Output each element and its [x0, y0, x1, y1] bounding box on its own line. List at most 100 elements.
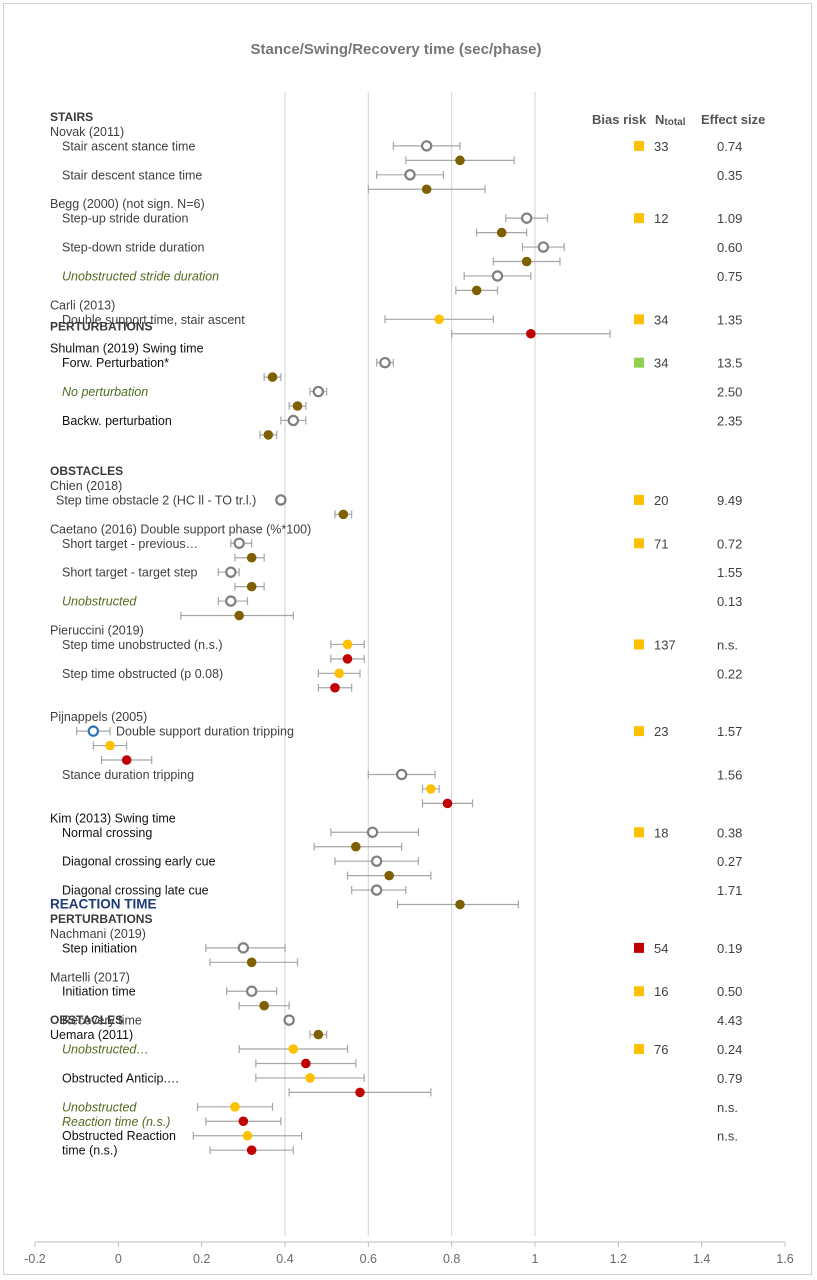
x-tick-label: -0.2	[24, 1252, 46, 1266]
row-labels: STAIRS PERTURBATIONS OBSTACLES REACTION TIM…	[50, 110, 311, 1158]
section-header: STAIRS	[50, 110, 93, 124]
effect-size-value: 9.49	[717, 493, 742, 508]
row-label: Stair descent stance time	[62, 168, 202, 182]
ntotal-value: 71	[654, 536, 668, 551]
effect-size-value: 1.09	[717, 211, 742, 226]
effect-size-value: 1.35	[717, 312, 742, 327]
row-label: Reaction time (n.s.)	[62, 1115, 170, 1129]
ntotal-value: 54	[654, 941, 668, 956]
x-tick-label: 1	[532, 1252, 539, 1266]
open-marker	[283, 1014, 295, 1026]
row-label: Obstructed Reaction	[62, 1129, 176, 1143]
ntotal-value: 23	[654, 724, 668, 739]
open-marker	[395, 768, 408, 781]
filled-marker	[471, 285, 482, 296]
ntotal-value: 20	[654, 493, 668, 508]
row-label: Recovery time	[62, 1014, 142, 1028]
effect-size-value: n.s.	[717, 1100, 738, 1115]
effect-size-value: 0.13	[717, 594, 742, 609]
ntotal-value: 34	[654, 312, 668, 327]
filled-marker	[242, 1130, 253, 1141]
open-marker	[520, 212, 533, 224]
section-header: PERTURBATIONS	[50, 912, 152, 926]
filled-marker	[288, 1044, 299, 1054]
section-header: OBSTACLES	[50, 1013, 123, 1027]
x-tick-label: 1.4	[693, 1252, 710, 1266]
x-tick-label: 0	[115, 1252, 122, 1266]
ntotal-value: 137	[654, 637, 676, 652]
row-label: Initiation time	[62, 985, 136, 999]
filled-marker	[338, 509, 349, 520]
effect-size-value: 2.50	[717, 385, 742, 400]
filled-marker	[334, 668, 344, 679]
x-axis: -0.2 0 0.2 0.4 0.6 0.8 1 1.2 1.4 1.6	[24, 1241, 794, 1266]
bias-risk-square	[634, 986, 644, 997]
open-marker	[233, 537, 245, 549]
row-label: Step-down stride duration	[62, 241, 204, 255]
x-tick-label: 1.6	[776, 1252, 793, 1266]
open-marker	[491, 270, 504, 282]
open-marker	[275, 494, 287, 506]
row-label: Nachmani (2019)	[50, 927, 146, 941]
filled-marker	[246, 1145, 257, 1155]
row-label: Obstructed Anticip.…	[62, 1071, 179, 1085]
x-tick-label: 1.2	[610, 1252, 627, 1266]
effect-size-value: 0.50	[717, 984, 742, 999]
filled-marker	[351, 841, 361, 852]
bias-risk-header: Bias risk	[592, 112, 647, 127]
data-markers	[87, 140, 550, 1155]
effect-size-value: n.s.	[717, 637, 738, 652]
open-marker	[287, 414, 300, 427]
effect-size-value: 0.19	[717, 941, 742, 956]
chart-frame	[3, 3, 812, 1275]
effect-size-value: n.s.	[717, 1129, 738, 1144]
effect-size-value: 0.35	[717, 168, 742, 183]
filled-marker	[455, 899, 465, 910]
row-label: Short target - target step	[62, 566, 198, 580]
effect-size-value: 0.22	[717, 666, 742, 681]
row-label: Forw. Perturbation*	[62, 356, 169, 370]
x-tick-label: 0.2	[193, 1252, 210, 1266]
open-marker	[420, 140, 433, 152]
bias-risk-square	[634, 314, 644, 325]
open-marker	[404, 169, 416, 181]
effect-size-header: Effect size	[701, 112, 765, 127]
ntotal-header: Ntotal	[655, 112, 686, 128]
row-label: Stance duration tripping	[62, 768, 194, 782]
effect-size-value: 1.55	[717, 565, 742, 580]
row-label: Novak (2011)	[50, 125, 124, 139]
bias-risk-square	[634, 538, 644, 549]
row-label: Unobstructed	[62, 595, 137, 609]
row-label: Begg (2000) (not sign. N=6)	[50, 197, 205, 211]
ntotal-value: 76	[654, 1042, 668, 1057]
filled-marker	[292, 401, 303, 411]
effect-size-value: 0.74	[717, 139, 742, 154]
bias-risk-square	[634, 213, 644, 224]
bias-risk-square	[634, 1044, 644, 1055]
open-marker	[379, 356, 391, 369]
filled-marker	[246, 581, 257, 592]
row-label: Step time unobstructed (n.s.)	[62, 638, 223, 652]
row-label: Martelli (2017)	[50, 970, 130, 984]
filled-marker	[238, 1116, 249, 1127]
row-label: Backw. perturbation	[62, 414, 172, 428]
section-header: PERTURBATIONS	[50, 320, 152, 334]
effect-size-value: 0.24	[717, 1042, 742, 1057]
filled-marker	[342, 654, 353, 664]
ntotal-value: 12	[654, 211, 668, 226]
row-label: Stair ascent stance time	[62, 139, 195, 153]
effect-size-value: 0.72	[717, 536, 742, 551]
section-header: REACTION TIME	[50, 897, 157, 912]
row-label: Step time obstacle 2 (HC ll - TO tr.l.)	[56, 493, 256, 507]
open-marker	[370, 855, 383, 867]
open-marker	[366, 826, 379, 838]
row-label: Double support duration tripping	[116, 725, 294, 739]
filled-marker	[455, 155, 465, 166]
effect-size-value: 1.71	[717, 883, 742, 898]
effect-size-value: 0.75	[717, 269, 742, 284]
effect-size-value: 0.27	[717, 854, 742, 869]
open-marker	[537, 241, 550, 253]
row-label: Short target - previous…	[62, 537, 198, 551]
filled-marker	[246, 552, 257, 563]
